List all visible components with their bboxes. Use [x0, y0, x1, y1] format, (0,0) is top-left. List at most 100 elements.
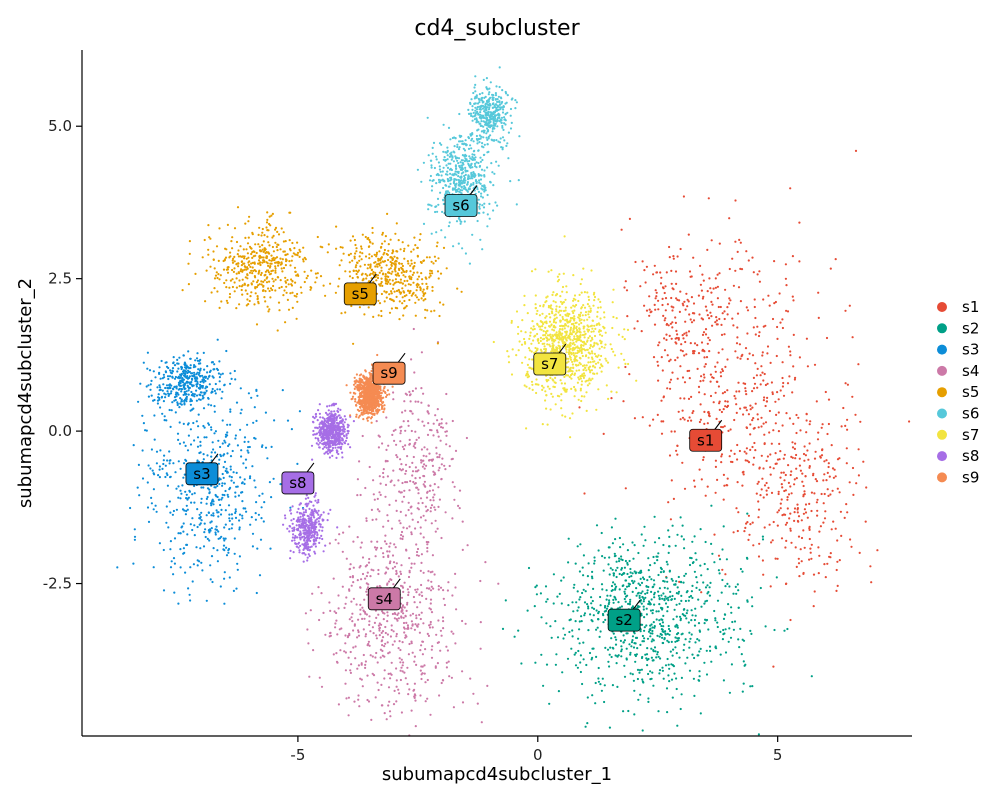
point — [274, 257, 277, 260]
point — [442, 123, 445, 126]
point — [265, 221, 269, 224]
point — [436, 419, 439, 422]
point — [359, 546, 362, 549]
point — [398, 468, 401, 471]
point — [513, 635, 516, 638]
point — [749, 629, 752, 633]
point — [179, 566, 182, 569]
point — [282, 240, 285, 243]
point — [288, 211, 291, 214]
point — [703, 562, 706, 566]
point — [172, 356, 175, 359]
point — [738, 343, 742, 346]
point — [357, 618, 360, 621]
point — [295, 317, 298, 320]
point — [650, 647, 653, 650]
point — [704, 363, 707, 366]
point — [834, 475, 837, 478]
point — [823, 460, 826, 463]
point — [685, 292, 688, 295]
point — [214, 430, 217, 433]
point — [196, 525, 199, 529]
point — [702, 458, 705, 461]
point — [687, 397, 691, 400]
point — [756, 482, 759, 485]
point — [671, 321, 674, 324]
point — [372, 315, 375, 318]
point — [370, 255, 373, 258]
point — [650, 578, 653, 581]
point — [659, 657, 662, 660]
point — [170, 560, 173, 563]
point — [696, 581, 699, 584]
point — [756, 325, 759, 328]
point — [736, 458, 739, 461]
point — [374, 271, 377, 274]
point — [686, 305, 689, 308]
point — [186, 377, 190, 380]
point — [445, 267, 448, 270]
point — [626, 549, 630, 552]
point — [612, 632, 615, 635]
point — [822, 521, 825, 524]
point — [409, 400, 412, 403]
point — [706, 422, 709, 425]
point — [634, 636, 638, 640]
point — [760, 488, 763, 491]
point — [429, 589, 433, 592]
point — [741, 638, 744, 641]
point — [438, 466, 441, 469]
point — [680, 581, 683, 584]
point — [249, 295, 252, 298]
point — [459, 222, 462, 225]
point — [410, 531, 413, 534]
point — [687, 599, 690, 602]
point — [338, 277, 341, 280]
point — [160, 359, 163, 363]
point — [203, 238, 206, 242]
point — [366, 644, 369, 647]
point — [235, 485, 238, 488]
point — [724, 573, 727, 576]
point — [260, 283, 263, 286]
point — [699, 564, 702, 567]
point — [235, 587, 238, 590]
point — [779, 389, 782, 392]
point — [392, 703, 396, 706]
point — [228, 475, 231, 478]
point — [438, 301, 442, 304]
point — [349, 252, 352, 255]
point — [412, 271, 415, 274]
point — [205, 599, 208, 602]
point — [149, 383, 152, 386]
point — [613, 583, 617, 586]
point — [344, 311, 347, 314]
point — [261, 227, 264, 231]
point — [833, 468, 836, 471]
point — [824, 390, 827, 394]
point — [199, 374, 202, 378]
point — [445, 666, 448, 669]
point — [141, 477, 145, 480]
point — [702, 295, 705, 298]
point — [344, 642, 347, 645]
point — [442, 597, 445, 600]
point — [282, 266, 286, 270]
point — [662, 543, 665, 547]
point — [844, 309, 847, 312]
point — [384, 631, 387, 635]
point — [398, 300, 401, 303]
point — [216, 560, 219, 563]
point — [349, 563, 352, 566]
point — [758, 270, 761, 273]
point — [795, 477, 798, 480]
point — [187, 350, 190, 353]
point — [685, 353, 688, 356]
point — [684, 614, 687, 618]
point — [399, 661, 402, 664]
point — [654, 289, 657, 292]
point — [534, 586, 537, 589]
point — [261, 492, 264, 495]
point — [303, 270, 306, 273]
point — [259, 263, 262, 267]
